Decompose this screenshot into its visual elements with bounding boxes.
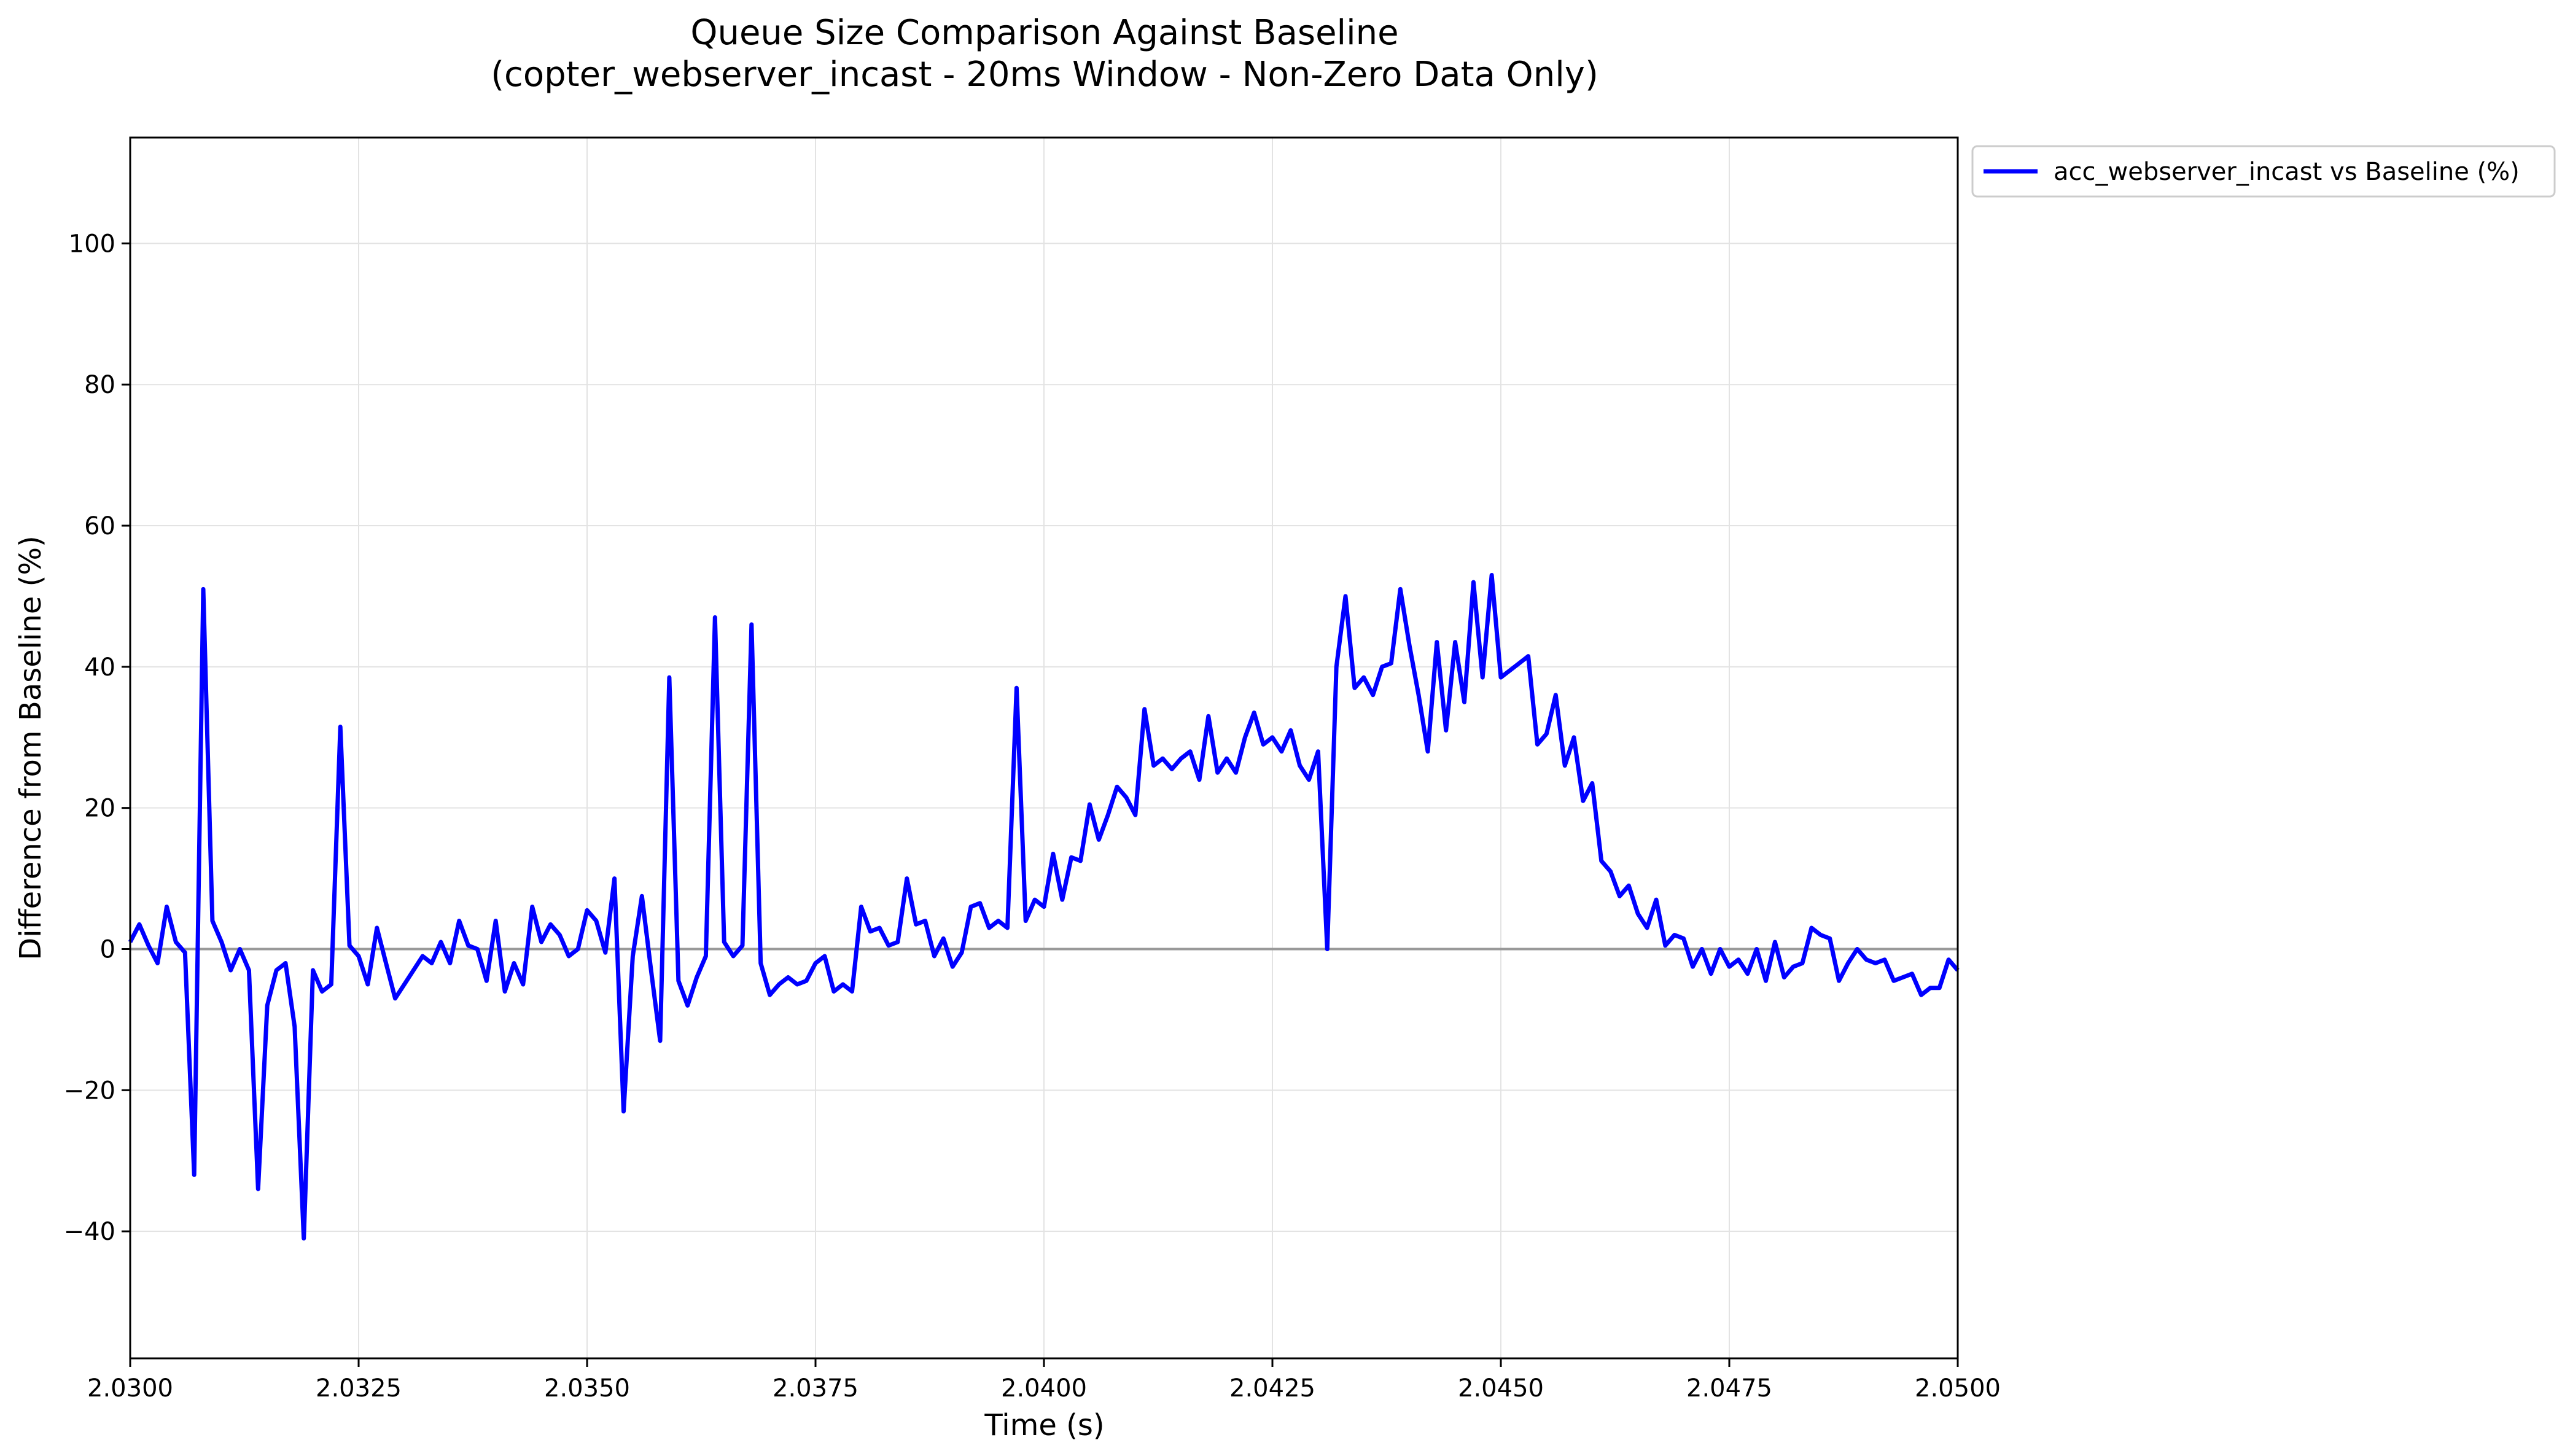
y-tick-label: 0 [100,936,115,964]
chart-title-line-2: (copter_webserver_incast - 20ms Window -… [491,55,1598,95]
legend-label: acc_webserver_incast vs Baseline (%) [2054,158,2520,186]
legend: acc_webserver_incast vs Baseline (%) [1971,145,2556,198]
x-tick-label: 2.0475 [1686,1374,1772,1403]
y-axis-label: Difference from Baseline (%) [14,535,48,960]
x-tick-label: 2.0450 [1458,1374,1544,1403]
x-tick-label: 2.0375 [773,1374,859,1403]
chart-title-line-1: Queue Size Comparison Against Baseline [690,13,1398,53]
y-tick-label: 40 [84,653,115,682]
y-tick-label: 60 [84,512,115,540]
x-axis-ticks: 2.0300 2.0325 2.0350 2.0375 2.0400 2.0425 2.04… [87,1358,2001,1403]
x-axis-label: Time (s) [984,1408,1104,1442]
y-tick-label: −20 [64,1076,115,1105]
chart-title: Queue Size Comparison Against Baseline (… [491,13,1598,95]
x-tick-label: 2.0400 [1001,1374,1087,1403]
x-tick-label: 2.0350 [544,1374,630,1403]
x-tick-label: 2.0325 [316,1374,402,1403]
series-line-acc-webserver-incast [128,573,1960,1241]
y-axis-ticks: −40 −20 0 20 40 60 80 100 [64,230,130,1246]
x-tick-label: 2.0300 [87,1374,173,1403]
y-tick-label: −40 [64,1218,115,1246]
y-tick-label: 100 [69,230,115,258]
y-tick-label: 80 [84,371,115,399]
legend-box [1971,145,2556,198]
x-tick-label: 2.0500 [1915,1374,2001,1403]
y-tick-label: 20 [84,795,115,823]
gridlines [130,138,1958,1358]
x-tick-label: 2.0425 [1229,1374,1315,1403]
